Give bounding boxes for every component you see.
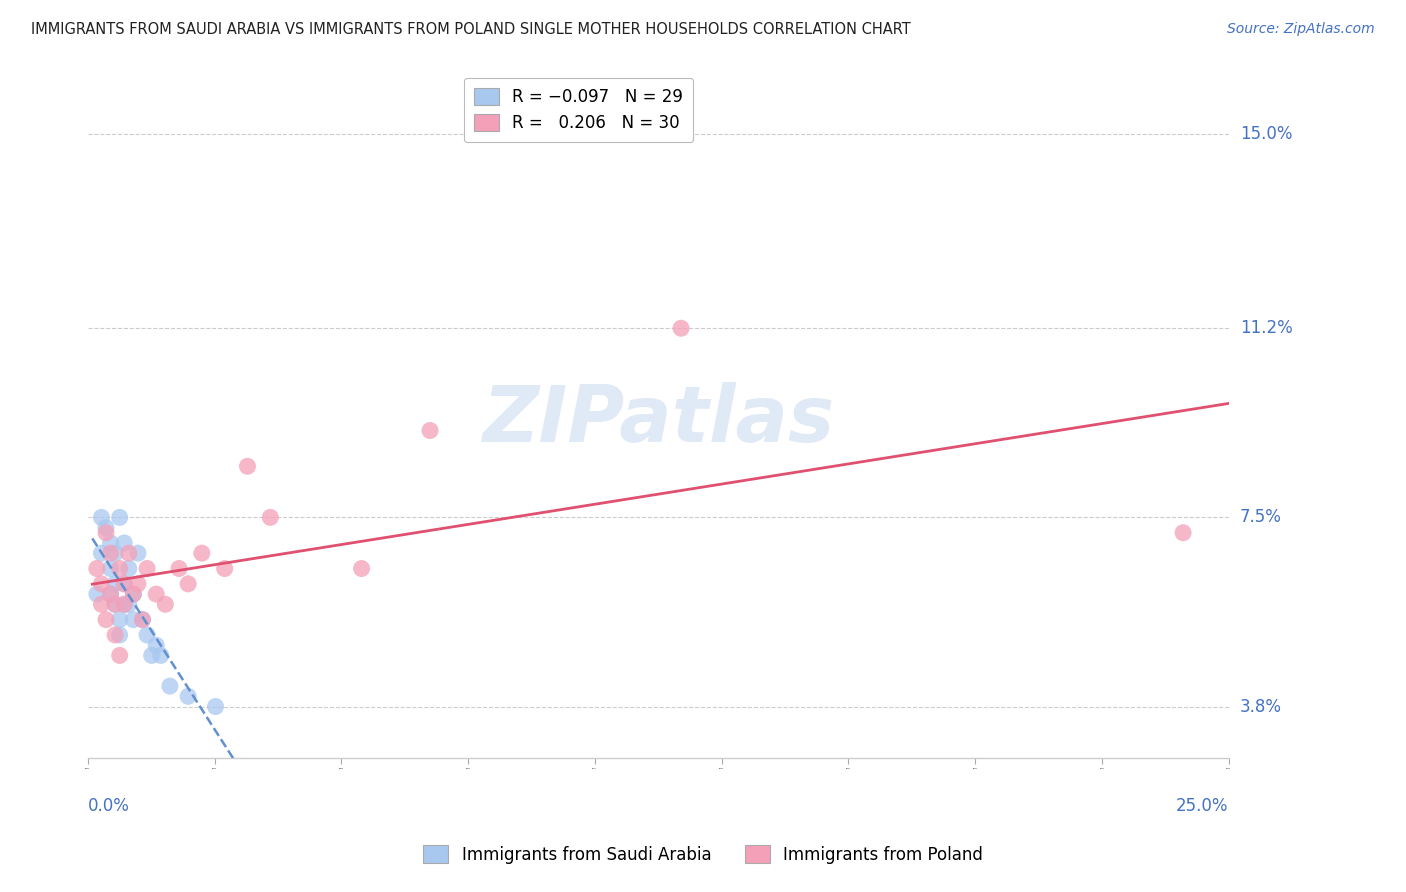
Point <box>177 577 200 591</box>
Point <box>155 597 177 611</box>
Point <box>118 597 141 611</box>
Point <box>122 587 145 601</box>
Point <box>118 546 141 560</box>
Point <box>100 536 122 550</box>
Point <box>127 546 149 560</box>
Point <box>108 648 131 663</box>
Point <box>350 561 373 575</box>
Point <box>104 597 127 611</box>
Point <box>204 699 226 714</box>
Point <box>94 520 117 534</box>
Point <box>112 577 135 591</box>
Text: 11.2%: 11.2% <box>1240 319 1292 337</box>
Point <box>104 597 127 611</box>
Point <box>259 510 281 524</box>
Point <box>108 628 131 642</box>
Point <box>236 459 259 474</box>
Point <box>86 587 108 601</box>
Point <box>149 648 172 663</box>
Point <box>112 577 135 591</box>
Point <box>90 510 112 524</box>
Point <box>191 546 214 560</box>
Point <box>104 628 127 642</box>
Point <box>167 561 190 575</box>
Point <box>127 577 149 591</box>
Point <box>145 638 167 652</box>
Point <box>131 613 153 627</box>
Point <box>108 613 131 627</box>
Point <box>90 546 112 560</box>
Point <box>108 510 131 524</box>
Point <box>669 321 692 335</box>
Point <box>214 561 236 575</box>
Text: 3.8%: 3.8% <box>1240 698 1282 715</box>
Point <box>104 577 127 591</box>
Point <box>177 690 200 704</box>
Point <box>100 587 122 601</box>
Point <box>90 597 112 611</box>
Point <box>104 546 127 560</box>
Point <box>136 628 159 642</box>
Point <box>118 561 141 575</box>
Point <box>131 613 153 627</box>
Text: 7.5%: 7.5% <box>1240 508 1282 526</box>
Point <box>136 561 159 575</box>
Text: ZIPatlas: ZIPatlas <box>482 383 834 458</box>
Legend: Immigrants from Saudi Arabia, Immigrants from Poland: Immigrants from Saudi Arabia, Immigrants… <box>416 838 990 871</box>
Point <box>90 577 112 591</box>
Point <box>1171 525 1194 540</box>
Text: Source: ZipAtlas.com: Source: ZipAtlas.com <box>1227 22 1375 37</box>
Legend: R = −0.097   N = 29, R =   0.206   N = 30: R = −0.097 N = 29, R = 0.206 N = 30 <box>464 78 693 143</box>
Point <box>122 587 145 601</box>
Point <box>419 424 441 438</box>
Point <box>100 587 122 601</box>
Point <box>108 561 131 575</box>
Text: 15.0%: 15.0% <box>1240 125 1292 143</box>
Text: IMMIGRANTS FROM SAUDI ARABIA VS IMMIGRANTS FROM POLAND SINGLE MOTHER HOUSEHOLDS : IMMIGRANTS FROM SAUDI ARABIA VS IMMIGRAN… <box>31 22 911 37</box>
Point <box>112 597 135 611</box>
Point <box>94 613 117 627</box>
Point <box>112 536 135 550</box>
Point <box>122 613 145 627</box>
Text: 0.0%: 0.0% <box>87 797 129 814</box>
Point <box>86 561 108 575</box>
Point <box>159 679 181 693</box>
Point <box>141 648 163 663</box>
Point <box>94 525 117 540</box>
Point <box>112 597 135 611</box>
Point <box>145 587 167 601</box>
Point <box>100 561 122 575</box>
Text: 25.0%: 25.0% <box>1177 797 1229 814</box>
Point <box>100 546 122 560</box>
